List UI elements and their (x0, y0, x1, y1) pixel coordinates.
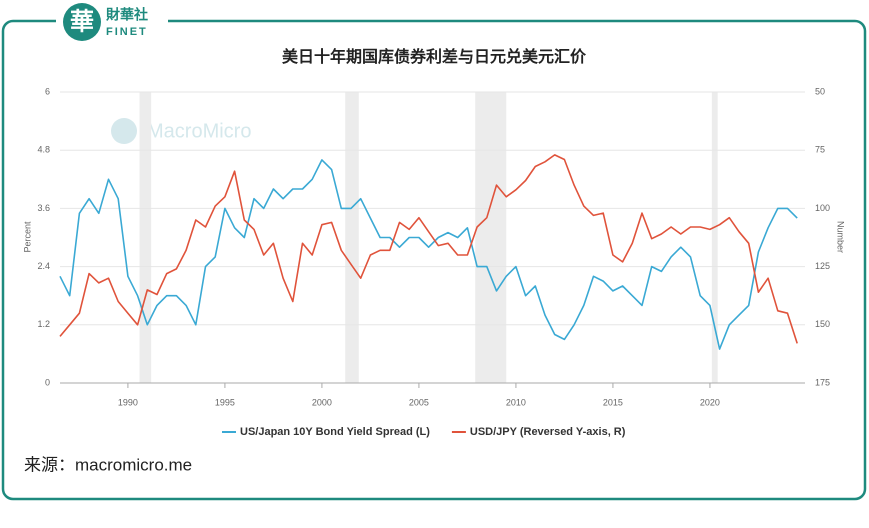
chart-title: 美日十年期国库债券利差与日元兑美元汇价 (282, 47, 587, 66)
y2-tick-label: 75 (815, 145, 825, 155)
x-tick-label: 1990 (118, 397, 138, 407)
watermark-icon (111, 118, 137, 144)
y-axis-label: Percent (22, 221, 32, 253)
logo-circle (63, 3, 101, 41)
x-tick-label: 2005 (409, 397, 429, 407)
y2-tick-label: 125 (815, 261, 830, 271)
y2-tick-label: 100 (815, 203, 830, 213)
logo-char: 華 (70, 7, 94, 36)
y-tick-label: 4.8 (37, 145, 50, 155)
series-line (59, 159, 798, 350)
x-tick-label: 2020 (700, 397, 720, 407)
x-tick-label: 2015 (603, 397, 623, 407)
y-tick-label: 6 (45, 86, 50, 96)
x-tick-label: 2000 (312, 397, 332, 407)
brand-latin: FINET (106, 26, 148, 38)
shaded-period (711, 92, 718, 383)
x-tick-label: 2010 (506, 397, 526, 407)
y2-tick-label: 175 (815, 377, 830, 387)
shaded-period (139, 92, 152, 383)
series-line (59, 154, 798, 344)
y2-tick-label: 150 (815, 319, 830, 329)
brand: 財華社 (105, 7, 148, 23)
frame (1, 19, 867, 501)
y-tick-label: 1.2 (37, 319, 50, 329)
y-tick-label: 0 (45, 377, 50, 387)
shaded-period (345, 92, 359, 383)
y2-axis-label: Number (836, 221, 846, 253)
legend-label: USD/JPY (Reversed Y-axis, R) (470, 426, 626, 438)
y2-tick-label: 50 (815, 86, 825, 96)
y-tick-label: 3.6 (37, 203, 50, 213)
legend-label: US/Japan 10Y Bond Yield Spread (L) (240, 426, 430, 438)
source: 来源：macromicro.me (24, 455, 192, 474)
watermark: MacroMicro (147, 120, 251, 142)
shaded-period (475, 92, 507, 383)
y-tick-label: 2.4 (37, 261, 50, 271)
x-tick-label: 1995 (215, 397, 235, 407)
